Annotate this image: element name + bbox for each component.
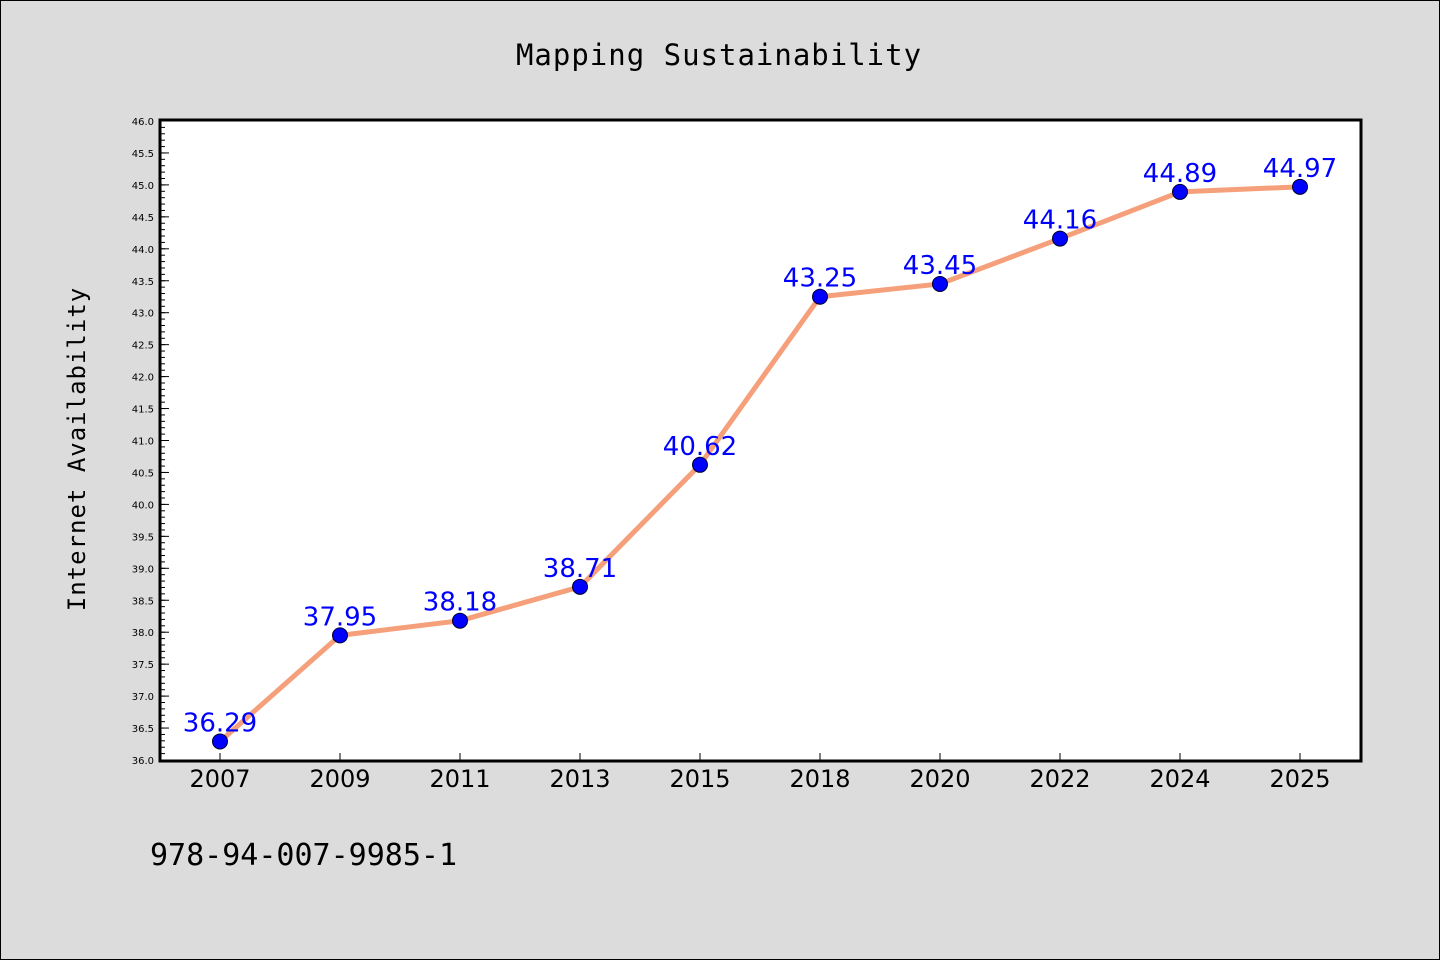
data-markers: [212, 178, 1308, 750]
y-tick-label: 45.5: [132, 149, 154, 160]
x-tick-label: 2011: [429, 765, 490, 793]
series-line: [218, 184, 1301, 744]
y-tick-label: 38.0: [132, 628, 154, 639]
y-tick-label: 42.5: [132, 341, 154, 352]
y-tick-label: 43.5: [132, 277, 154, 288]
data-label: 38.18: [423, 588, 497, 618]
plot-area: [158, 118, 1363, 763]
data-point: [1292, 178, 1308, 195]
x-tick-label: 2022: [1029, 765, 1090, 793]
data-point: [212, 733, 228, 750]
y-tick-label: 36.0: [132, 756, 154, 767]
data-point: [572, 578, 588, 595]
x-tick-label: 2025: [1269, 765, 1330, 793]
data-label: 44.97: [1263, 154, 1337, 184]
x-tick-label: 2018: [789, 765, 850, 793]
data-point: [332, 627, 348, 644]
x-tick-label: 2013: [549, 765, 610, 793]
data-point: [1172, 183, 1188, 200]
y-tick-label: 36.5: [132, 724, 154, 735]
x-tick-label: 2020: [909, 765, 970, 793]
y-tick-label: 45.0: [132, 181, 154, 192]
data-point: [1052, 230, 1068, 247]
y-tick-label: 41.5: [132, 405, 154, 416]
y-tick-label: 39.0: [132, 564, 154, 575]
data-point: [452, 612, 468, 629]
data-label: 36.29: [183, 708, 257, 738]
data-label: 44.16: [1023, 206, 1097, 236]
y-tick-label: 42.0: [132, 373, 154, 384]
y-tick-label: 44.5: [132, 213, 154, 224]
data-label: 38.71: [543, 554, 617, 584]
y-tick-label: 44.0: [132, 245, 154, 256]
x-tick-label: 2015: [669, 765, 730, 793]
data-labels: 36.29 37.95 38.18 38.71 40.62 43.25 43.45 44.16…: [183, 154, 1337, 739]
data-label: 44.89: [1143, 159, 1217, 189]
y-tick-label: 37.0: [132, 692, 154, 703]
data-point: [932, 275, 948, 292]
isbn-footer: 978-94-007-9985-1: [150, 838, 457, 873]
data-label: 43.45: [903, 251, 977, 281]
data-label: 40.62: [663, 432, 737, 462]
x-tick-label: 2024: [1149, 765, 1210, 793]
y-tick-label: 43.0: [132, 309, 154, 320]
y-tick-label: 40.5: [132, 468, 154, 479]
y-tick-label: 41.0: [132, 437, 154, 448]
x-axis: 2007 2009 2011 2013 2015 2018 2020 2022 2024 2025: [189, 753, 1331, 793]
y-tick-label: 38.5: [132, 596, 154, 607]
y-tick-label: 40.0: [132, 500, 154, 511]
chart-title: Mapping Sustainability: [516, 38, 922, 72]
x-tick-label: 2009: [309, 765, 370, 793]
y-tick-label: 46.0: [132, 117, 154, 128]
y-axis-label: Internet Availability: [63, 287, 91, 611]
y-axis: 36.0 36.5 37.0 37.5 38.0 38.5 39.0 39.5 40.0 40.5…: [132, 117, 169, 767]
x-tick-label: 2007: [189, 765, 250, 793]
data-point: [812, 288, 828, 305]
y-tick-label: 37.5: [132, 660, 154, 671]
y-tick-label: 39.5: [132, 532, 154, 543]
data-point: [692, 456, 708, 473]
data-label: 37.95: [303, 602, 377, 632]
data-label: 43.25: [783, 264, 857, 294]
